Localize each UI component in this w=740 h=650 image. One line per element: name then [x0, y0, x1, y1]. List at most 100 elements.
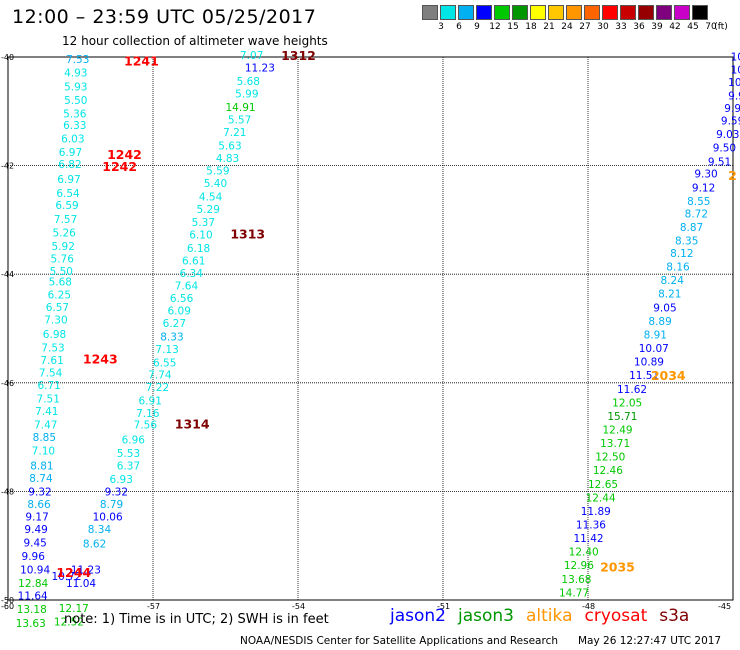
legend-swatch [584, 5, 600, 20]
wave-height-value: 12.84 [18, 578, 48, 590]
legend-swatch [530, 5, 546, 20]
wave-height-value: 6.27 [163, 318, 186, 330]
wave-height-value: 12.49 [603, 424, 633, 436]
wave-height-value: 6.37 [117, 460, 140, 472]
wave-height-value: 6.98 [43, 329, 66, 341]
wave-height-value: 9.49 [24, 524, 47, 536]
wave-height-value: 9.17 [25, 511, 48, 523]
wave-height-value: 8.55 [687, 196, 710, 208]
legend-level: 21 [543, 22, 555, 32]
wave-height-value: 9.90 [724, 103, 740, 115]
lat-tick-label: -48 [1, 487, 14, 496]
pass-number-label: 1313 [230, 226, 265, 241]
lat-tick-label: -44 [1, 270, 14, 279]
wave-height-value: 6.03 [61, 133, 84, 145]
wave-height-value: 12.52 [54, 617, 84, 629]
pass-number-label: 1314 [175, 417, 210, 432]
legend-level: 6 [456, 22, 462, 32]
wave-height-value: 6.82 [58, 159, 81, 171]
wave-height-value: 9.96 [22, 551, 46, 563]
wave-height-value: 11.36 [576, 520, 606, 532]
wave-height-value: 12.46 [593, 465, 623, 477]
wave-height-value: 10.72 [52, 571, 82, 583]
legend-level: 12 [489, 22, 501, 32]
wave-height-value: 5.57 [228, 114, 251, 126]
wave-height-value: 7.56 [134, 420, 158, 432]
legend-swatch [566, 5, 582, 20]
satellite-name-jason3: jason3 [458, 606, 514, 626]
wave-height-value: 12.65 [588, 479, 618, 491]
wave-height-value: 5.76 [51, 253, 75, 265]
wave-height-value: 5.59 [206, 165, 229, 177]
map-title: 12:00 – 23:59 UTC 05/25/2017 [12, 6, 317, 28]
wave-height-value: 5.68 [49, 276, 72, 288]
pass-number-label: 2035 [600, 559, 635, 574]
wave-height-value: 12.40 [569, 547, 599, 559]
legend-swatch [422, 5, 438, 20]
legend-swatch [476, 5, 492, 20]
wave-height-value: 8.89 [648, 316, 671, 328]
wave-height-value: 12.44 [586, 492, 616, 504]
legend-level: 3 [438, 22, 444, 32]
map-frame [7, 56, 734, 601]
wave-height-value: 11.23 [71, 565, 101, 577]
wave-height-value: 8.91 [644, 329, 667, 341]
wave-height-value: 6.25 [48, 289, 71, 301]
lon-tick-label: -45 [718, 602, 731, 611]
wave-height-value: 8.74 [29, 473, 53, 485]
wave-height-value: 10.7 [728, 77, 740, 89]
wave-height-value: 9.93 [728, 91, 740, 103]
pass-number-label: 1242 [107, 147, 142, 162]
legend-swatch [638, 5, 654, 20]
wave-height-value: 14.91 [226, 102, 256, 114]
satellite-name-jason2: jason2 [390, 606, 446, 626]
wave-height-value: 8.79 [100, 499, 123, 511]
credit-line: NOAA/NESDIS Center for Satellite Applica… [240, 635, 558, 647]
legend-level: 18 [525, 22, 537, 32]
wave-height-value: 11.51 [629, 370, 659, 382]
wave-height-value: 9.50 [713, 143, 736, 155]
wave-height-value: 10. [731, 51, 740, 63]
wave-height-value: 8.21 [658, 289, 681, 301]
wave-height-value: 6.97 [59, 147, 82, 159]
legend-swatch [440, 5, 456, 20]
wave-height-value: 5.92 [52, 241, 75, 253]
wave-height-value: 6.57 [46, 302, 69, 314]
wave-height-value: 9.59 [721, 116, 740, 128]
wave-height-value: 7.74 [148, 370, 172, 382]
wave-height-value: 6.71 [37, 380, 60, 392]
legend-swatch [692, 5, 708, 20]
wave-height-value: 6.09 [168, 306, 191, 318]
legend-level: 9 [474, 22, 480, 32]
wave-height-value: 9.12 [692, 182, 715, 194]
satellite-name-altika: altika [526, 606, 573, 626]
wave-height-value: 13.18 [17, 604, 47, 616]
wave-height-value: 6.96 [122, 434, 146, 446]
wave-height-value: 8.87 [680, 222, 703, 234]
wave-height-value: 12.17 [59, 603, 89, 615]
wave-height-value: 5.36 [63, 108, 87, 120]
generation-timestamp: May 26 12:27:47 UTC 2017 [578, 635, 722, 647]
wave-height-value: 7.51 [37, 394, 60, 406]
wave-height-value: 11.04 [66, 578, 96, 590]
wave-height-value: 8.24 [661, 275, 685, 287]
wave-height-value: 8.72 [685, 208, 708, 220]
wave-height-value: 13.63 [16, 618, 46, 630]
wave-height-value: 8.16 [666, 262, 690, 274]
wave-height-value: 8.85 [33, 432, 56, 444]
wave-height-value: 11.62 [617, 384, 647, 396]
wave-height-value: 7.64 [175, 281, 199, 293]
wave-height-value: 7.53 [41, 343, 64, 355]
wave-height-value: 7.47 [34, 420, 57, 432]
wave-height-value: 6.34 [180, 268, 204, 280]
wave-height-value: 12.05 [612, 397, 642, 409]
wave-height-value: 11.42 [574, 533, 604, 545]
wave-height-value: 11.89 [581, 506, 611, 518]
legend-level: 30 [597, 22, 609, 32]
legend-level: 42 [669, 22, 681, 32]
wave-height-value: 5.50 [64, 95, 87, 107]
wave-height-value: 7.57 [54, 214, 77, 226]
wave-height-value: 4.83 [216, 153, 239, 165]
wave-height-value: 6.33 [63, 120, 86, 132]
wave-height-value: 9.32 [105, 486, 128, 498]
